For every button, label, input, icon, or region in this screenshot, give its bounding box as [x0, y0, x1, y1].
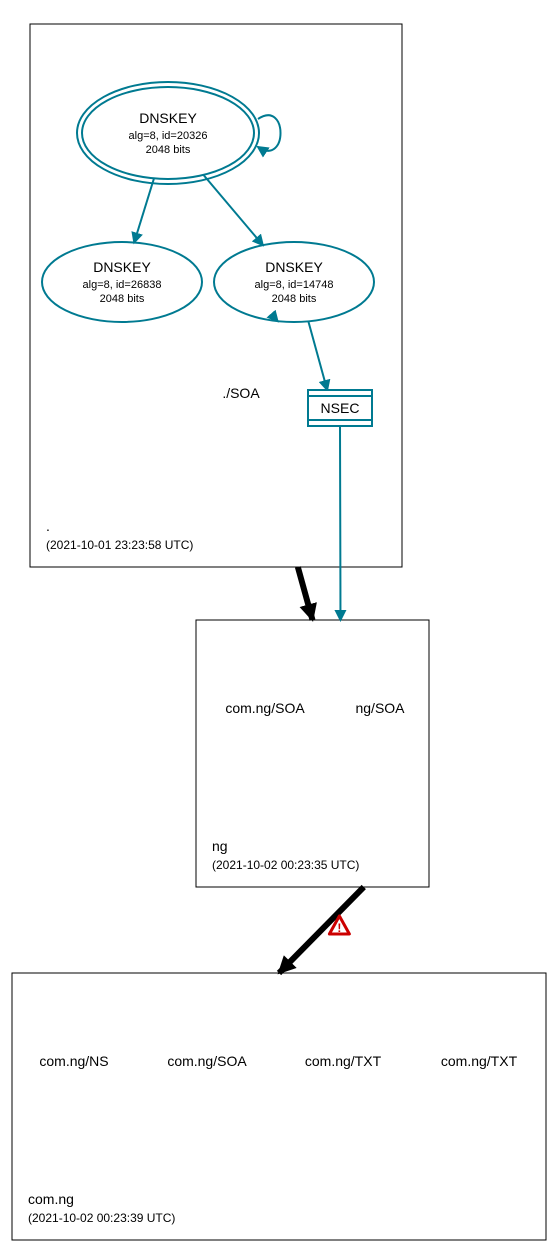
- svg-text:2048 bits: 2048 bits: [272, 293, 317, 305]
- svg-text:com.ng: com.ng: [28, 1191, 74, 1207]
- svg-text:.: .: [46, 518, 50, 534]
- node-comng_soa_ng: com.ng/SOA: [225, 700, 305, 716]
- svg-text:!: !: [337, 921, 341, 935]
- node-comng_ns: com.ng/NS: [39, 1053, 108, 1069]
- svg-text:(2021-10-02 00:23:35 UTC): (2021-10-02 00:23:35 UTC): [212, 858, 359, 872]
- node-comng_txt2: com.ng/TXT: [441, 1053, 518, 1069]
- node-comng_txt1: com.ng/TXT: [305, 1053, 382, 1069]
- node-comng_soa: com.ng/SOA: [167, 1053, 247, 1069]
- svg-text:alg=8, id=14748: alg=8, id=14748: [255, 279, 334, 291]
- svg-text:com.ng/NS: com.ng/NS: [39, 1053, 108, 1069]
- zone-comng: [12, 973, 546, 1240]
- node-nsec: NSEC: [308, 390, 372, 426]
- node-dnskey_20326: DNSKEY alg=8, id=20326 2048 bits: [77, 82, 259, 184]
- svg-text:alg=8, id=20326: alg=8, id=20326: [129, 130, 208, 142]
- svg-text:ng/SOA: ng/SOA: [355, 700, 405, 716]
- svg-text:NSEC: NSEC: [321, 400, 360, 416]
- zone-root: [30, 24, 402, 567]
- node-dnskey_14748: DNSKEY alg=8, id=14748 2048 bits: [214, 242, 374, 322]
- node-dnskey_26838: DNSKEY alg=8, id=26838 2048 bits: [42, 242, 202, 322]
- zone-ng: [196, 620, 429, 887]
- svg-text:./SOA: ./SOA: [222, 385, 260, 401]
- svg-text:DNSKEY: DNSKEY: [93, 259, 151, 275]
- svg-text:com.ng/SOA: com.ng/SOA: [167, 1053, 247, 1069]
- svg-text:com.ng/TXT: com.ng/TXT: [441, 1053, 518, 1069]
- svg-text:2048 bits: 2048 bits: [100, 293, 145, 305]
- svg-text:DNSKEY: DNSKEY: [265, 259, 323, 275]
- node-root_soa: ./SOA: [222, 385, 260, 401]
- svg-text:com.ng/TXT: com.ng/TXT: [305, 1053, 382, 1069]
- svg-text:DNSKEY: DNSKEY: [139, 110, 197, 126]
- svg-text:com.ng/SOA: com.ng/SOA: [225, 700, 305, 716]
- svg-text:alg=8, id=26838: alg=8, id=26838: [83, 279, 162, 291]
- svg-text:(2021-10-01 23:23:58 UTC): (2021-10-01 23:23:58 UTC): [46, 538, 193, 552]
- svg-text:2048 bits: 2048 bits: [146, 144, 191, 156]
- svg-text:ng: ng: [212, 838, 228, 854]
- dnssec-diagram: ! DNSKEY alg=8, id=20326 2048 bits DNSKEY alg…: [0, 0, 557, 1256]
- svg-text:(2021-10-02 00:23:39 UTC): (2021-10-02 00:23:39 UTC): [28, 1211, 175, 1225]
- node-ng_soa: ng/SOA: [355, 700, 405, 716]
